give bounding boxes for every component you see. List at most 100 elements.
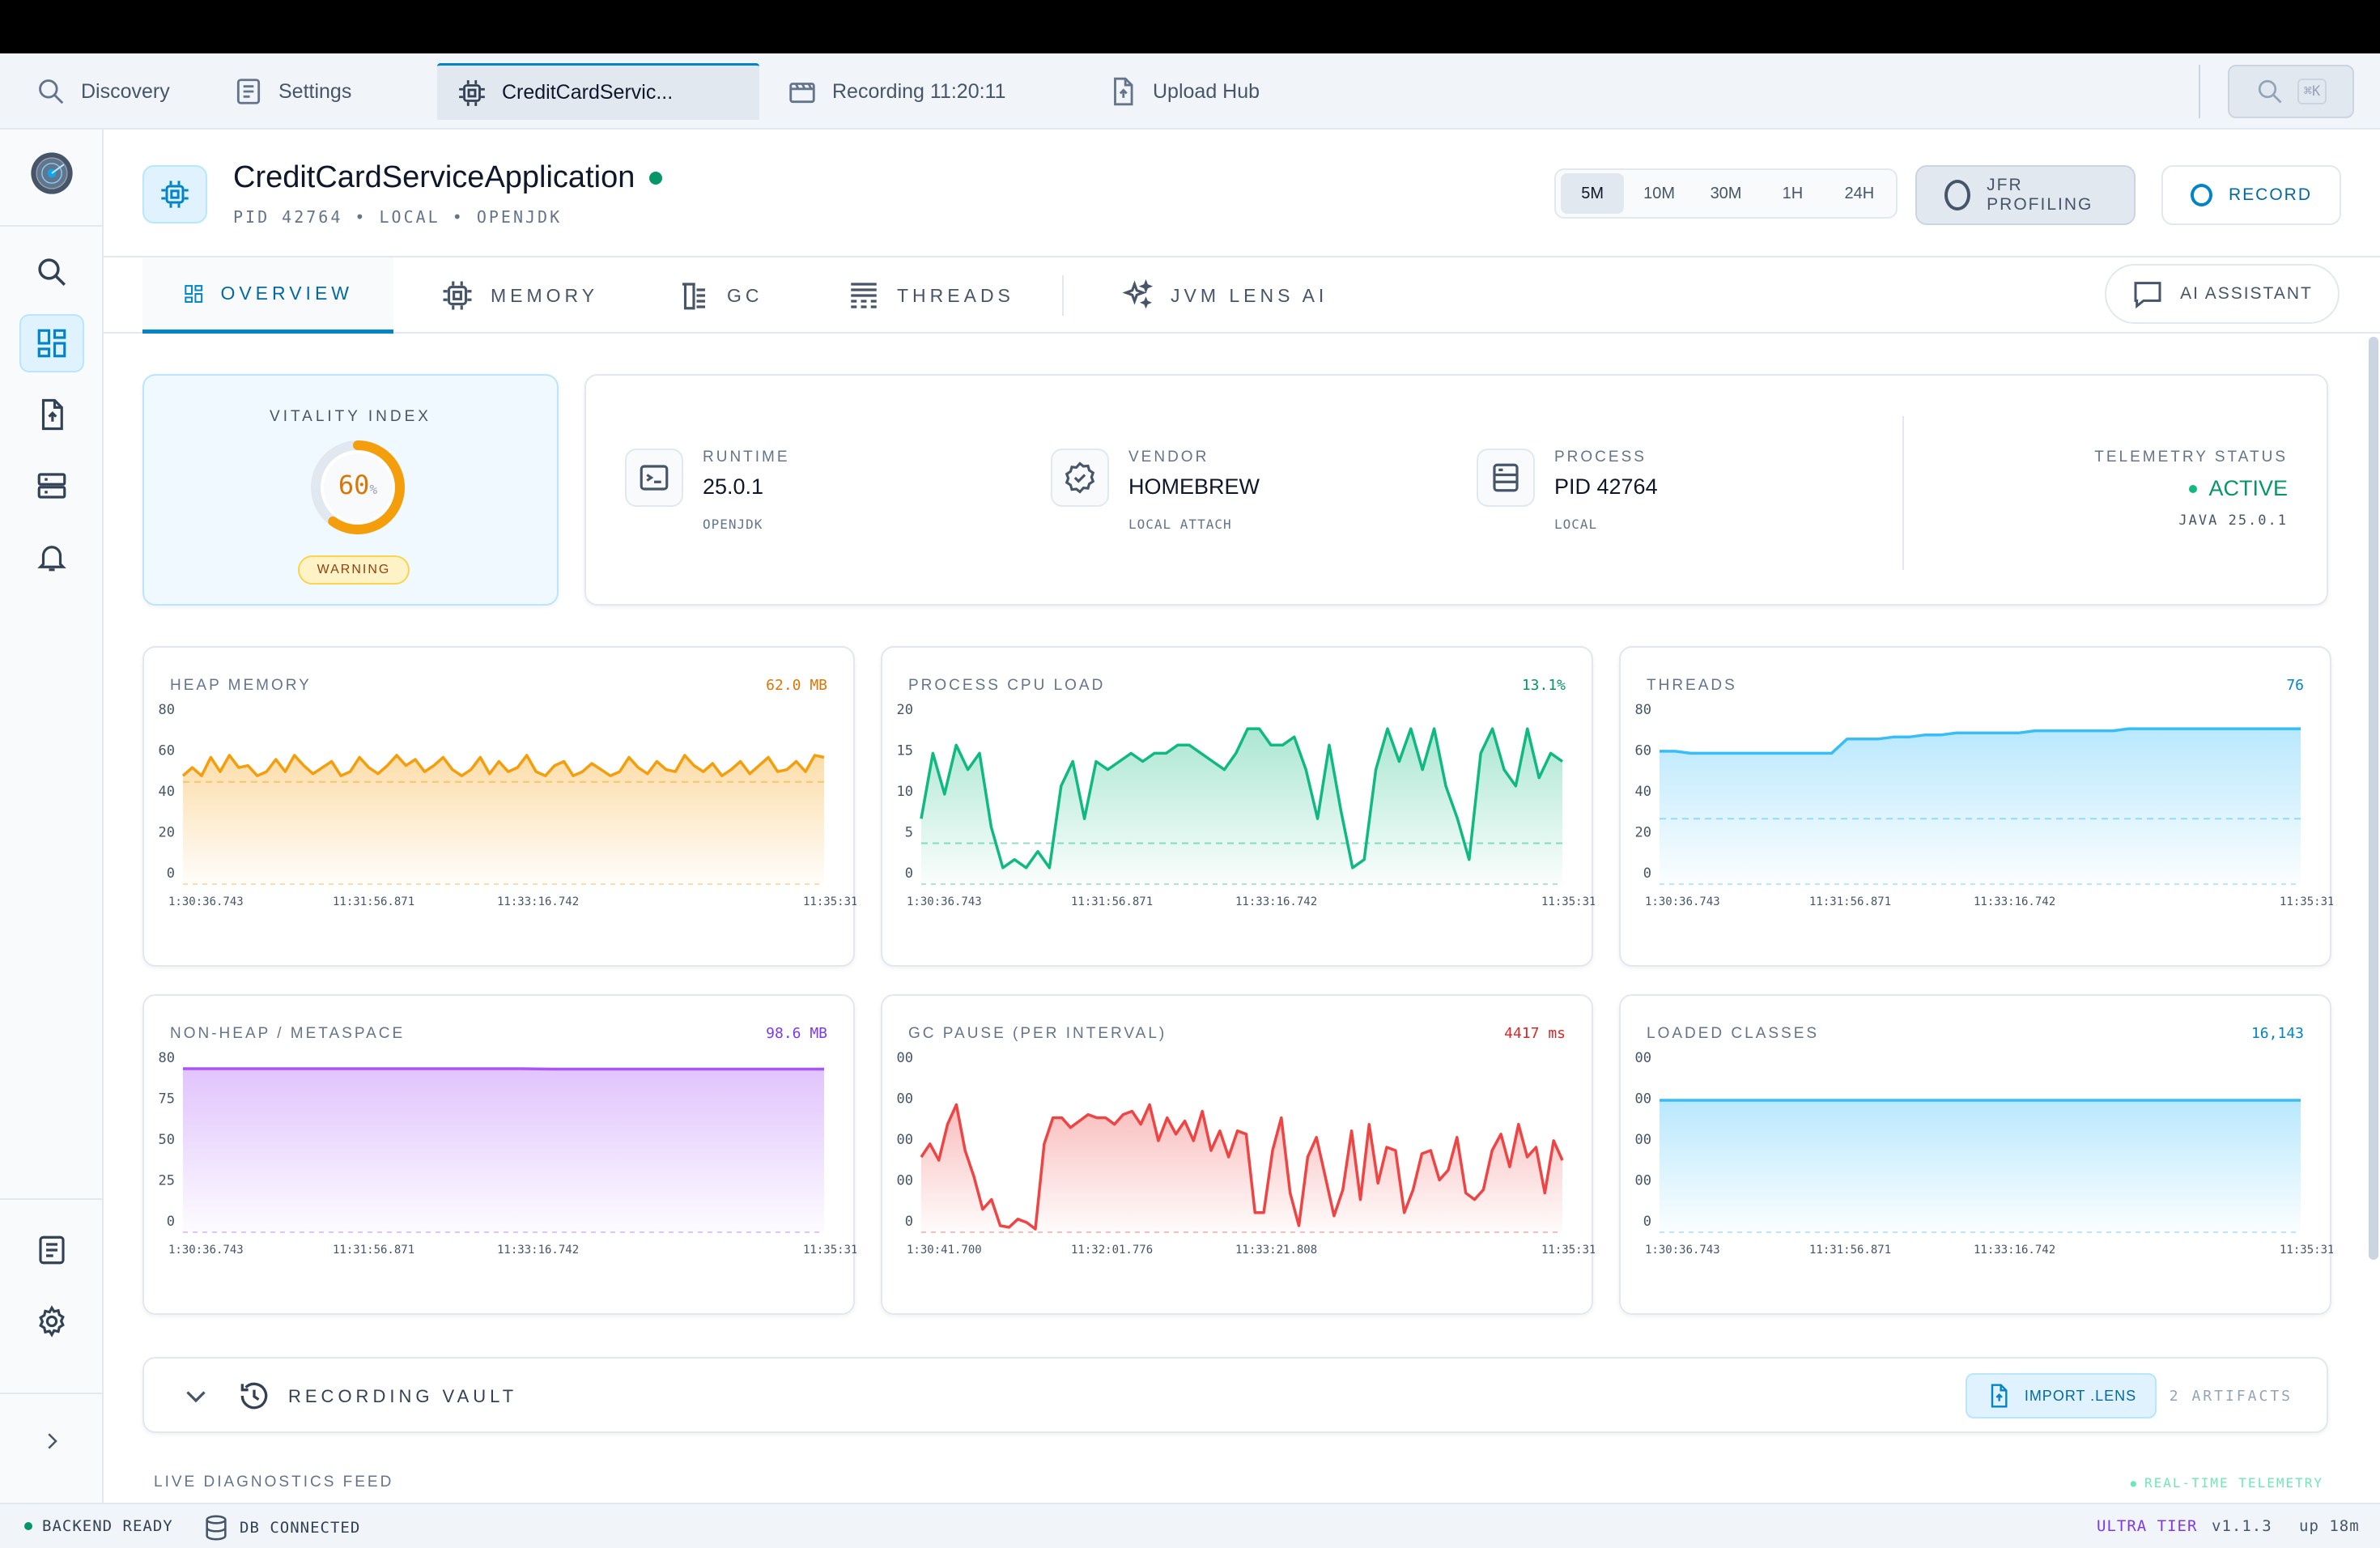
tab-upload-hub[interactable]: Upload Hub xyxy=(1088,63,1279,120)
x-tick-label: 11:35:31.70 xyxy=(803,895,856,908)
dashboard-content: VITALITY INDEX 60% WARNING RUNTIME 25.0.… xyxy=(104,334,2380,1503)
chart-title: LOADED CLASSES xyxy=(1647,1025,1820,1042)
y-tick-label: 0 xyxy=(905,865,913,882)
status-dot xyxy=(24,1522,32,1530)
time-range-selector: 5M 10M 30M 1H 24H xyxy=(1554,168,1898,219)
tab-memory[interactable]: MEMORY xyxy=(400,257,639,334)
y-tick-label: 00 xyxy=(897,1091,913,1108)
time-range-30m[interactable]: 30M xyxy=(1710,185,1742,202)
sidebar-logs[interactable] xyxy=(19,1221,84,1279)
jfr-profiling-button[interactable]: JFR PROFILING xyxy=(1915,165,2136,225)
record-button[interactable]: RECORD xyxy=(2161,165,2341,225)
sidebar xyxy=(0,130,104,1503)
y-tick-label: 0 xyxy=(167,865,175,882)
vitality-label: VITALITY INDEX xyxy=(270,408,431,425)
tab-gc[interactable]: GC xyxy=(636,257,804,334)
dashboard-icon xyxy=(37,329,66,358)
y-tick-label: 00 xyxy=(1635,1050,1651,1066)
chart-card-cpu-load: PROCESS CPU LOAD 13.1% 20 15 10 5 0 1:30:36.743… xyxy=(881,646,1595,967)
chart-card-heap-memory: HEAP MEMORY 62.0 MB 80 60 40 20 0 1:30:36.743 11… xyxy=(142,646,856,967)
window-titlebar xyxy=(0,0,2380,53)
tab-recording-label: Recording 11:20:11 xyxy=(832,79,1006,103)
series-line xyxy=(181,754,825,777)
version: v1.1.3 xyxy=(2212,1517,2272,1535)
tab-overview[interactable]: OVERVIEW xyxy=(142,257,393,334)
sidebar-settings[interactable] xyxy=(19,1292,84,1350)
series-line xyxy=(920,1103,1564,1231)
x-tick-label: 11:31:56.871 xyxy=(1809,1244,1891,1257)
series-area xyxy=(921,1104,1562,1232)
y-tick-label: 00 xyxy=(1635,1132,1651,1148)
tab-memory-label: MEMORY xyxy=(491,284,599,306)
shortcut-hint: ⌘K xyxy=(2297,79,2327,104)
import-lens-button[interactable]: IMPORT .LENS xyxy=(1966,1373,2157,1418)
command-search-button[interactable]: ⌘K xyxy=(2228,65,2354,118)
chevron-down-icon[interactable] xyxy=(181,1381,210,1410)
chart-plot-heap-memory: 80 60 40 20 0 1:30:36.743 11:31:56.871 11:33:16… xyxy=(159,702,856,908)
x-tick-label: 11:35:31.70 xyxy=(1541,1244,1595,1257)
tab-recording[interactable]: Recording 11:20:11 xyxy=(767,63,1026,120)
y-tick-label: 00 xyxy=(1635,1091,1651,1108)
tab-jvm-lens-ai[interactable]: JVM LENS AI xyxy=(1080,257,1368,334)
time-range-5m[interactable]: 5M xyxy=(1561,173,1625,214)
app-header: CreditCardServiceApplication PID 42764 •… xyxy=(104,130,2380,257)
y-tick-label: 0 xyxy=(905,1214,913,1230)
y-tick-label: 40 xyxy=(159,784,175,800)
sidebar-search[interactable] xyxy=(19,243,84,301)
tab-threads[interactable]: THREADS xyxy=(806,257,1055,334)
y-tick-label: 0 xyxy=(1643,865,1651,882)
chart-plot-non-heap: 80 75 50 25 0 1:30:36.743 11:31:56.871 11:33:16… xyxy=(159,1050,856,1257)
x-tick-label: 1:30:41.700 xyxy=(907,1244,982,1257)
x-tick-label: 11:33:16.742 xyxy=(1974,895,2055,908)
process-value: PID 42764 xyxy=(1554,474,1658,499)
time-range-1h[interactable]: 1H xyxy=(1782,185,1804,202)
sidebar-alerts[interactable] xyxy=(19,528,84,586)
x-tick-label: 11:35:31.70 xyxy=(1541,895,1595,908)
recording-vault[interactable]: RECORDING VAULT IMPORT .LENS 2 ARTIFACTS xyxy=(142,1357,2328,1433)
sidebar-divider xyxy=(0,1393,104,1394)
radar-logo-icon xyxy=(31,152,73,194)
sparkles-icon xyxy=(1122,279,1154,309)
chart-title: THREADS xyxy=(1647,677,1737,694)
x-tick-label: 11:33:16.742 xyxy=(497,895,579,908)
status-badge: WARNING xyxy=(298,555,410,585)
sidebar-servers[interactable] xyxy=(19,457,84,515)
time-range-24h[interactable]: 24H xyxy=(1844,185,1875,202)
db-status: DB CONNECTED xyxy=(202,1514,360,1542)
chart-card-loaded-classes: LOADED CLASSES 16,143 00 00 00 00 0 1:30:36.743… xyxy=(1619,994,2333,1315)
x-tick-label: 11:31:56.871 xyxy=(1809,895,1891,908)
chart-title: NON-HEAP / METASPACE xyxy=(170,1025,406,1042)
tab-discovery[interactable]: Discovery xyxy=(16,63,189,120)
tab-settings[interactable]: Settings xyxy=(214,63,371,120)
y-tick-label: 20 xyxy=(159,825,175,841)
tier-badge: ULTRA TIER xyxy=(2097,1517,2198,1535)
chart-plot-threads: 80 60 40 20 0 1:30:36.743 11:31:56.871 11:33:16… xyxy=(1635,702,2333,908)
search-icon xyxy=(39,79,64,104)
x-tick-label: 11:33:16.742 xyxy=(497,1244,579,1257)
clapperboard-icon xyxy=(789,83,815,104)
ai-assistant-label: AI ASSISTANT xyxy=(2180,284,2313,303)
sidebar-expand-button[interactable] xyxy=(19,1412,84,1470)
time-range-10m[interactable]: 10M xyxy=(1643,185,1676,202)
terminal-icon xyxy=(625,449,683,507)
series-line xyxy=(183,1067,824,1071)
y-tick-label: 00 xyxy=(897,1132,913,1148)
ai-assistant-button[interactable]: AI ASSISTANT xyxy=(2105,264,2340,324)
tab-app[interactable]: CreditCardServic... xyxy=(437,63,759,120)
telemetry-value: ACTIVE xyxy=(2094,476,2288,501)
y-tick-label: 10 xyxy=(897,784,913,800)
runtime-info-card: RUNTIME 25.0.1 OPENJDK VENDOR HOMEBREW L… xyxy=(584,374,2328,606)
feed-status-text: REAL-TIME TELEMETRY xyxy=(2144,1475,2323,1491)
vitality-number: 60 xyxy=(338,470,370,500)
app-logo[interactable] xyxy=(19,144,84,202)
tab-settings-label: Settings xyxy=(278,79,352,103)
x-tick-label: 11:31:56.871 xyxy=(333,895,414,908)
x-tick-label: 11:35:31.70 xyxy=(803,1244,856,1257)
telemetry-label: TELEMETRY STATUS xyxy=(2094,449,2288,466)
chevron-right-icon xyxy=(48,1433,57,1449)
sidebar-upload[interactable] xyxy=(19,385,84,444)
scrollbar[interactable] xyxy=(2369,337,2378,1260)
app-name: CreditCardServiceApplication xyxy=(233,160,635,194)
sidebar-dashboard[interactable] xyxy=(19,314,84,372)
